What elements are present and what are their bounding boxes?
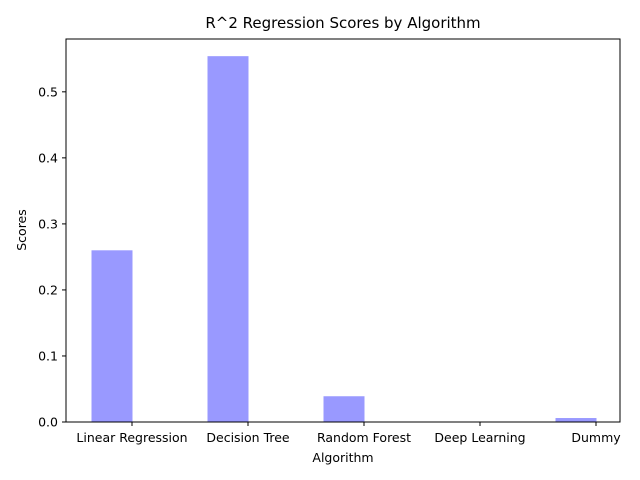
y-tick-label: 0.3 (38, 216, 58, 231)
x-tick-label: Decision Tree (206, 430, 290, 445)
y-tick-label: 0.4 (38, 150, 58, 165)
x-tick-label: Linear Regression (76, 430, 187, 445)
x-tick-label: Dummy (571, 430, 621, 445)
y-tick-label: 0.5 (38, 84, 58, 99)
y-tick-label: 0.2 (38, 282, 58, 297)
bar-dummy (555, 418, 597, 422)
y-axis-label: Scores (14, 209, 29, 251)
x-axis: Linear Regression Decision Tree Random For… (76, 422, 621, 445)
chart-title: R^2 Regression Scores by Algorithm (205, 14, 480, 32)
x-axis-label: Algorithm (312, 450, 373, 465)
x-tick-label: Random Forest (317, 430, 411, 445)
bar-random-forest (323, 396, 365, 422)
y-tick-label: 0.1 (38, 348, 58, 363)
plot-frame (65, 38, 621, 423)
bar-linear-regression (91, 250, 133, 422)
y-axis: 0.0 0.1 0.2 0.3 0.4 0.5 (38, 84, 66, 430)
bars-layer (91, 56, 597, 422)
x-tick-label: Deep Learning (434, 430, 525, 445)
bar-decision-tree (207, 56, 249, 422)
y-tick-label: 0.0 (38, 415, 58, 430)
